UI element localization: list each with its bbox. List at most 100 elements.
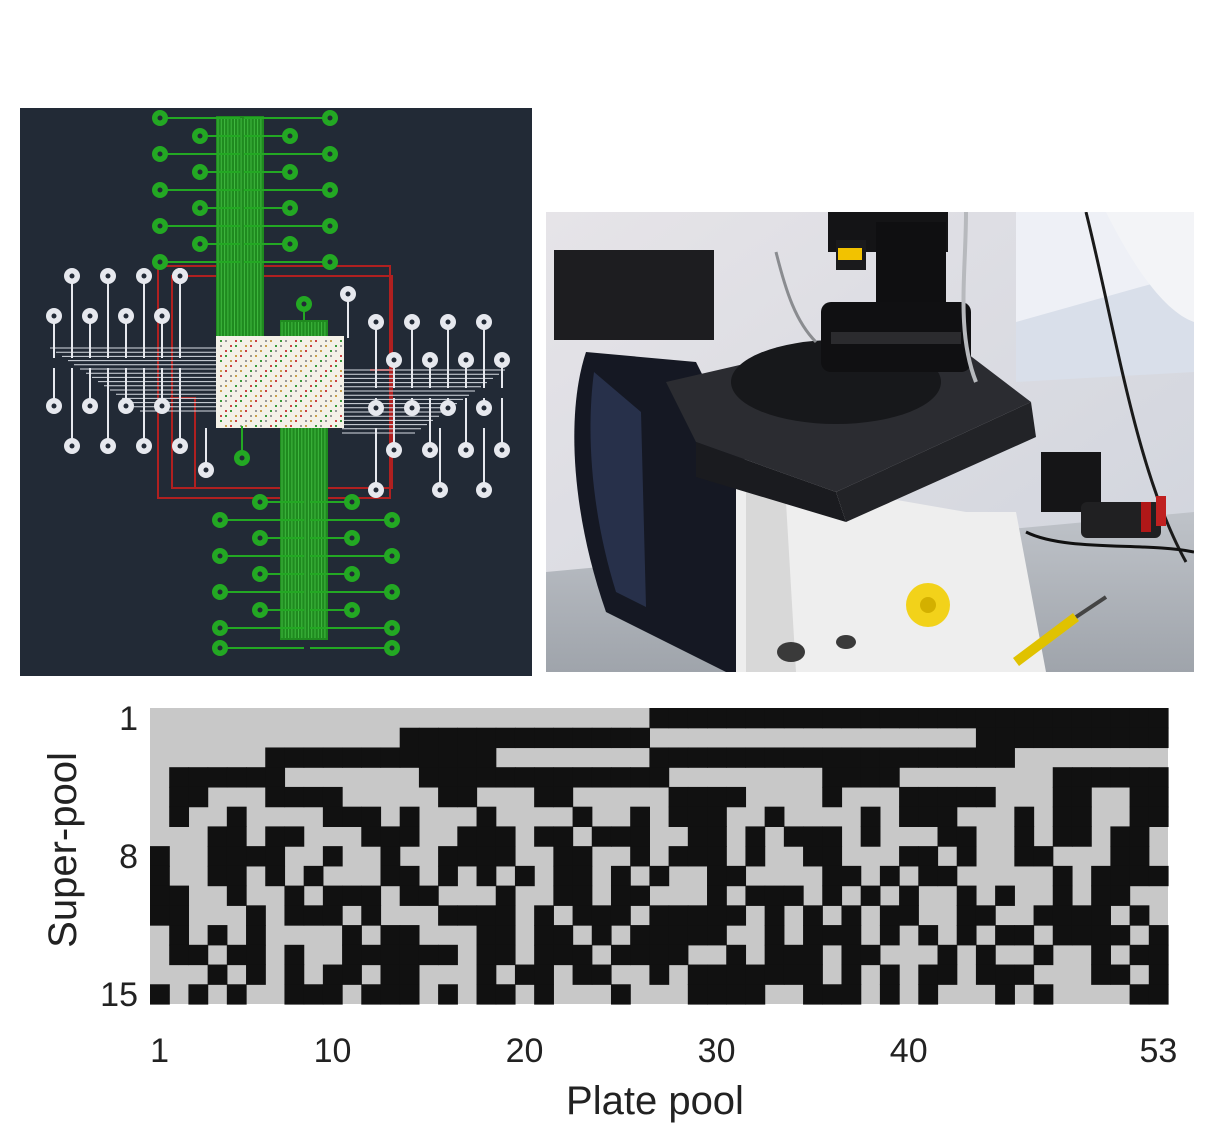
array-electrode [245, 365, 247, 367]
array-electrode [220, 360, 222, 362]
array-electrode [295, 400, 297, 402]
array-electrode [340, 340, 342, 342]
array-electrode [245, 345, 247, 347]
array-electrode [220, 340, 222, 342]
array-electrode [280, 415, 282, 417]
array-electrode [240, 410, 242, 412]
heatmap-cell [495, 826, 516, 847]
heatmap-cell [687, 964, 708, 985]
array-electrode [310, 390, 312, 392]
contact-pad-hole [287, 133, 293, 139]
array-electrode [340, 360, 342, 362]
heatmap-cell [284, 905, 305, 926]
heatmap-cell [534, 767, 554, 788]
heatmap-cell [937, 786, 958, 808]
array-electrode [250, 355, 252, 357]
heatmap-cell [342, 806, 362, 827]
heatmap-cell [822, 747, 843, 768]
heatmap-cell [322, 885, 343, 906]
array-electrode [295, 390, 297, 392]
array-electrode [315, 380, 317, 382]
array-electrode [295, 375, 297, 377]
array-electrode [335, 420, 337, 422]
heatmap-cell [975, 944, 996, 966]
array-electrode [250, 375, 252, 377]
heatmap-cell [707, 786, 727, 808]
array-electrode [320, 360, 322, 362]
array-electrode [260, 360, 262, 362]
x-tick-label: 53 [1139, 1032, 1177, 1070]
heatmap-cell [745, 885, 766, 906]
heatmap-cell [649, 944, 670, 966]
array-electrode [260, 350, 262, 352]
array-electrode [240, 355, 242, 357]
heatmap-cell [822, 846, 843, 867]
heatmap-cell [1110, 767, 1131, 788]
array-electrode [230, 420, 232, 422]
array-electrode [250, 360, 252, 362]
contact-pad-hole [177, 443, 183, 449]
array-electrode [220, 375, 222, 377]
contact-pad-hole [287, 205, 293, 211]
heatmap-cell [1033, 984, 1054, 1005]
heatmap-cell [707, 806, 727, 827]
heatmap-cell [418, 747, 439, 768]
heatmap-cell [783, 964, 804, 985]
heatmap-cell [630, 806, 650, 827]
array-electrode [290, 410, 292, 412]
array-electrode [290, 420, 292, 422]
heatmap-cell [534, 944, 554, 966]
array-electrode [310, 405, 312, 407]
array-electrode [290, 390, 292, 392]
array-electrode [230, 380, 232, 382]
heatmap-cell [438, 865, 458, 887]
heatmap-cell [399, 865, 420, 887]
heatmap-cell [1033, 905, 1054, 926]
heatmap-cell [649, 865, 670, 887]
contact-pad-hole [257, 535, 263, 541]
heatmap-cell [899, 786, 919, 808]
heatmap-cell [937, 944, 958, 966]
heatmap-cell [707, 925, 727, 946]
array-electrode [335, 425, 337, 427]
heatmap-cell [1091, 727, 1111, 749]
heatmap-cell [822, 984, 843, 1005]
heatmap-cell [534, 984, 554, 1005]
contact-pad-hole [157, 223, 163, 229]
heatmap-cell [726, 905, 747, 926]
array-electrode [320, 420, 322, 422]
heatmap-cell [457, 727, 478, 749]
heatmap-cell [649, 964, 670, 985]
array-electrode [300, 425, 302, 427]
heatmap-cell [1091, 865, 1111, 887]
array-electrode [265, 390, 267, 392]
array-electrode [340, 390, 342, 392]
heatmap-cell [438, 786, 458, 808]
array-electrode [245, 350, 247, 352]
heatmap-cell [630, 767, 650, 788]
array-electrode [275, 375, 277, 377]
array-electrode [325, 400, 327, 402]
heatmap-cell [1052, 826, 1073, 847]
array-electrode [255, 355, 257, 357]
heatmap-cell [514, 865, 535, 887]
array-electrode [260, 405, 262, 407]
array-electrode [305, 425, 307, 427]
array-electrode [235, 370, 237, 372]
heatmap-cell [1052, 806, 1073, 827]
heatmap-cell [1129, 727, 1150, 749]
array-electrode [300, 385, 302, 387]
heatmap-cell [879, 747, 900, 768]
chip-layout-drawing [46, 110, 510, 656]
heatmap-cell [418, 727, 439, 749]
heatmap-cell [476, 964, 497, 985]
array-electrode [315, 415, 317, 417]
heatmap-cell [591, 925, 612, 946]
array-electrode [255, 350, 257, 352]
heatmap-cell [361, 806, 382, 827]
contact-pad-hole [257, 607, 263, 613]
contact-pad-hole [327, 187, 333, 193]
contact-pad-hole [69, 273, 75, 279]
heatmap-cell [1071, 826, 1092, 847]
